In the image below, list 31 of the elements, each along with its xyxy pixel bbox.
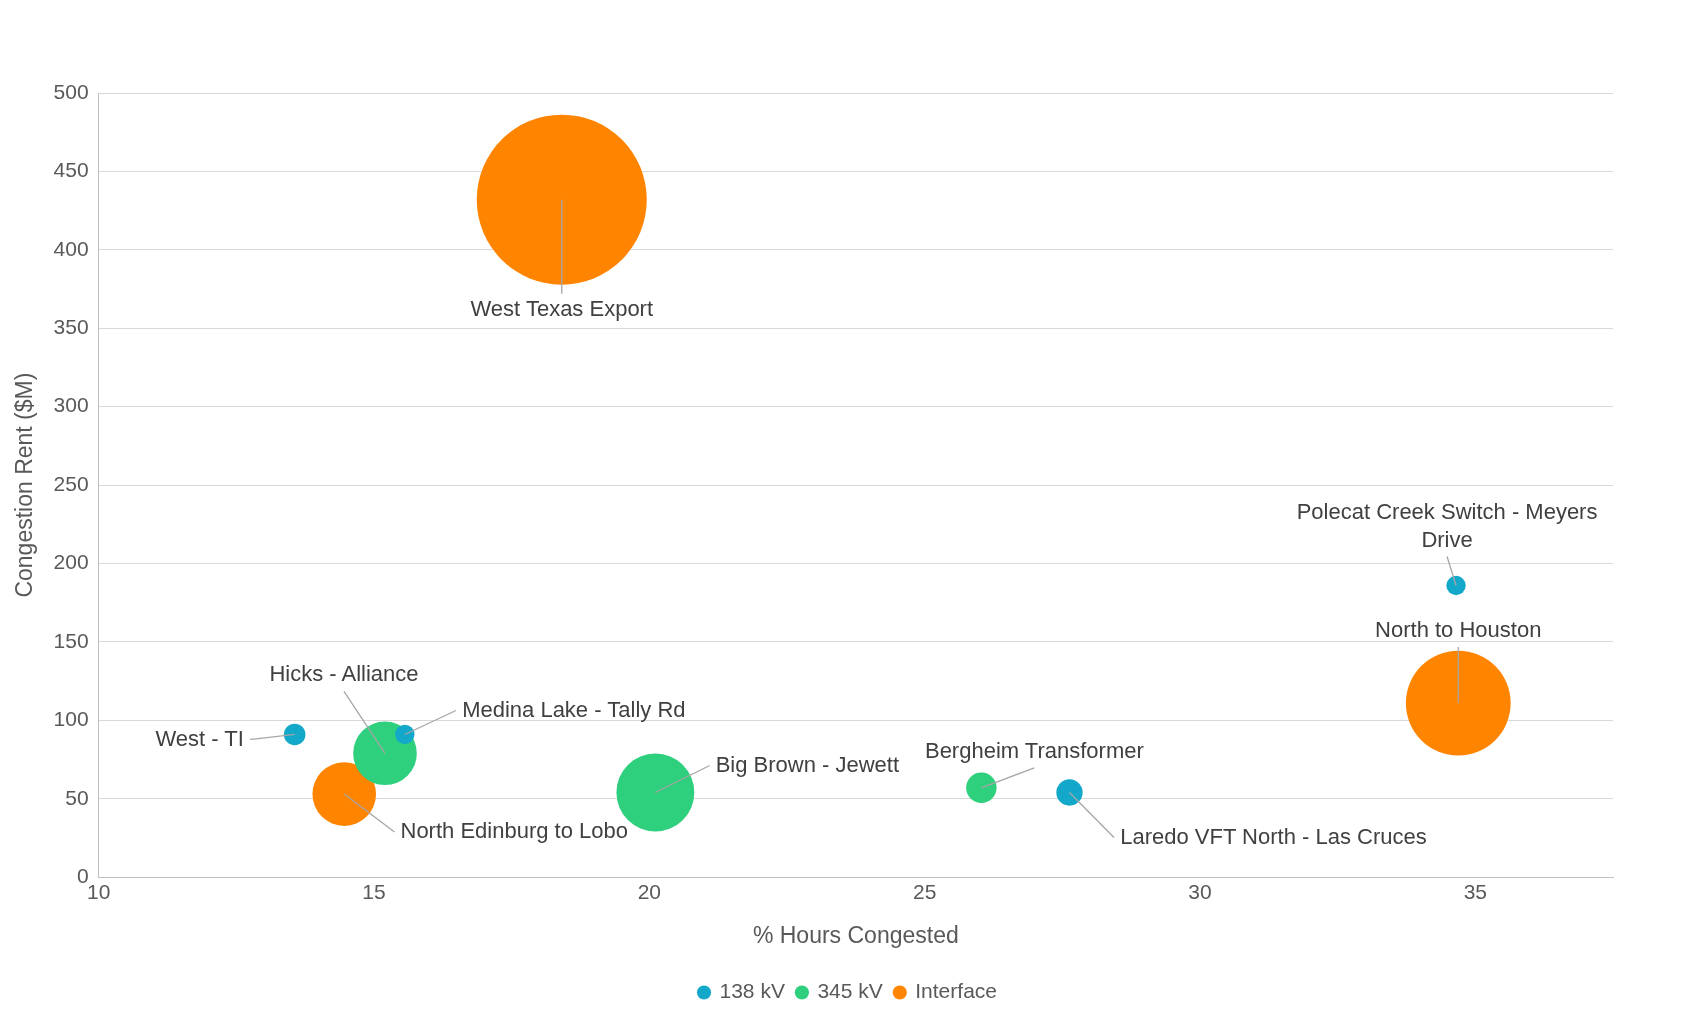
y-tick-label: 250 [53, 471, 89, 495]
annotation: Bergheim Transformer [924, 737, 1144, 763]
legend-label: 138 kV [719, 979, 785, 1003]
y-tick-label: 0 [76, 864, 89, 887]
y-tick-label: 400 [53, 236, 89, 260]
annotation: Medina Lake - Tally Rd [462, 696, 686, 722]
annotation: Big Brown - Jewett [715, 751, 900, 777]
x-tick-label: 25 [912, 879, 937, 903]
y-tick-label: 100 [53, 707, 89, 731]
y-tick-label: 350 [53, 315, 89, 339]
x-tick-label: 20 [637, 879, 661, 903]
annotation: Hicks - Alliance [269, 661, 419, 687]
legend-label: 345 kV [817, 979, 883, 1003]
y-tick-label: 50 [65, 785, 89, 809]
annotation: Polecat Creek Switch - Meyers Drive [1296, 498, 1598, 552]
y-axis-title: Congestion Rent ($M) [11, 372, 38, 598]
annotation: Laredo VFT North - Las Cruces [1120, 823, 1427, 849]
y-tick-label: 500 [53, 79, 89, 103]
x-tick-label: 15 [362, 879, 386, 903]
x-axis-title: % Hours Congested [752, 921, 959, 948]
y-tick-label: 200 [53, 550, 89, 574]
x-tick-label: 35 [1463, 879, 1488, 903]
y-tick-label: 300 [53, 393, 89, 417]
legend-label: Interface [915, 979, 997, 1003]
annotation: West - TI [155, 725, 244, 751]
x-tick-label: 30 [1188, 879, 1212, 903]
annotation: West Texas Export [470, 295, 654, 321]
y-tick-label: 150 [53, 628, 89, 652]
y-tick-label: 450 [53, 158, 89, 182]
annotation: North to Houston [1375, 617, 1542, 643]
annotation: North Edinburg to Lobo [400, 818, 628, 844]
